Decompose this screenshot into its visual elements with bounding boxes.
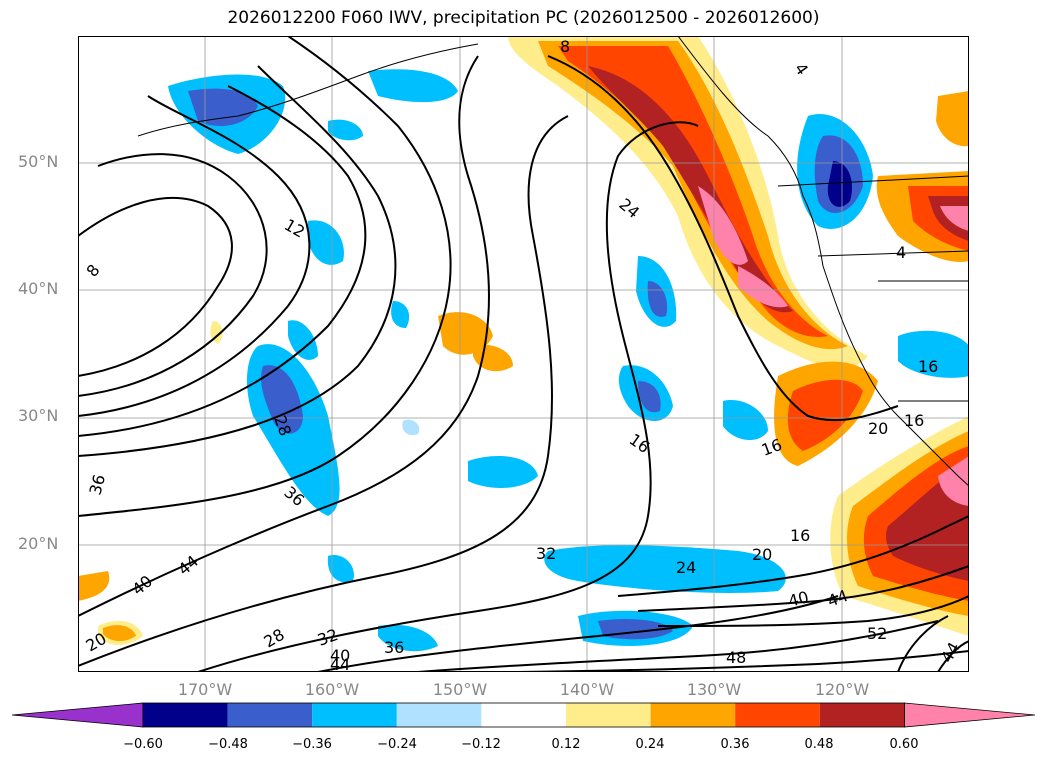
colorbar-segment (650, 703, 736, 727)
colorbar-segment (566, 703, 651, 727)
colorbar-segment (143, 703, 228, 727)
iwv-contours (78, 36, 969, 672)
colorbar-tick: 0.12 (551, 737, 581, 752)
colorbar-tick: 0.48 (804, 737, 834, 752)
colorbar-tick: −0.12 (461, 737, 501, 752)
contour-label: 32 (536, 544, 556, 563)
contour-label: 44 (330, 655, 350, 672)
lon-label: 120°W (814, 680, 870, 699)
lat-label: 30°N (18, 406, 59, 425)
lat-label: 40°N (18, 279, 59, 298)
colorbar-segment (396, 703, 482, 727)
colorbar-tick: −0.36 (292, 737, 332, 752)
contour-label: 8 (560, 37, 570, 56)
colorbar-extend-max (904, 702, 1036, 728)
colorbar-outline (142, 702, 905, 728)
contour-label: 40 (786, 587, 811, 611)
lon-label: 130°W (686, 680, 742, 699)
lat-label: 50°N (18, 152, 59, 171)
colorbar-segment (819, 703, 905, 727)
colorbar-tick: −0.24 (377, 737, 417, 752)
colorbar-segment (227, 703, 313, 727)
colorbar-tick: −0.48 (208, 737, 248, 752)
contour-label: 48 (726, 648, 746, 667)
contour-label: 40 (330, 646, 350, 665)
contour-label: 52 (867, 624, 887, 643)
contour-label: 16 (790, 526, 810, 545)
colorbar-segment (481, 703, 566, 727)
contour-label: 20 (752, 545, 772, 564)
contour-label: 36 (384, 638, 404, 657)
contour-label: 36 (86, 472, 110, 497)
colorbar-tick: −0.60 (123, 737, 163, 752)
contour-label: 16 (918, 357, 938, 376)
precipitation-map[interactable]: 8 4 24 12 8 28 36 16 36 44 16 20 16 32 2… (78, 36, 969, 672)
colorbar-extend-min (11, 702, 144, 728)
colorbar-segment (312, 703, 397, 727)
contour-label: 16 (904, 411, 924, 430)
colorbar (11, 702, 1036, 728)
map-panel[interactable]: 8 4 24 12 8 28 36 16 36 44 16 20 16 32 2… (78, 36, 969, 672)
lon-label: 150°W (432, 680, 488, 699)
colorbar-tick: 0.24 (635, 737, 665, 752)
colorbar-segment (735, 703, 820, 727)
colorbar-tick: 0.60 (889, 737, 919, 752)
map-frame (78, 36, 969, 672)
lon-label: 140°W (559, 680, 615, 699)
lon-label: 160°W (304, 680, 360, 699)
contour-label: 4 (896, 243, 906, 262)
coastlines (137, 36, 969, 487)
contour-label: 24 (676, 558, 696, 577)
colorbar-tick: 0.36 (720, 737, 750, 752)
map-title: 2026012200 F060 IWV, precipitation PC (2… (227, 8, 820, 28)
lat-label: 20°N (18, 534, 59, 553)
contour-label: 20 (868, 419, 888, 438)
lon-label: 170°W (177, 680, 233, 699)
